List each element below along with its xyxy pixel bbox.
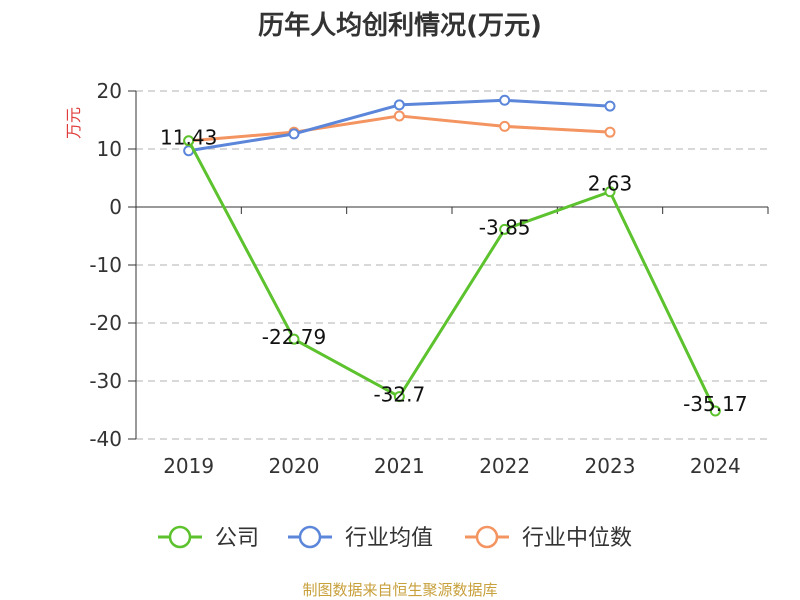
data-point	[604, 126, 616, 138]
data-label: -3.85	[479, 215, 531, 239]
data-point	[709, 405, 721, 417]
data-label: -32.7	[373, 383, 425, 407]
legend-item-0: 公司	[158, 525, 259, 551]
data-point	[393, 99, 405, 111]
y-tick-label: -20	[89, 311, 122, 335]
x-tick-label: 2021	[374, 454, 425, 478]
y-tick-label: 0	[109, 195, 122, 219]
x-tick-label: 2024	[690, 454, 741, 478]
y-tick-label: -40	[89, 427, 122, 451]
series	[183, 94, 721, 417]
x-tick-label: 2022	[479, 454, 530, 478]
y-tick-label: -10	[89, 253, 122, 277]
legend-item-2: 行业中位数	[465, 525, 632, 551]
y-tick-label: 10	[97, 137, 122, 161]
data-point	[393, 110, 405, 122]
series-line-0	[187, 140, 717, 412]
legend-marker-icon	[298, 525, 322, 549]
data-label: -35.17	[683, 392, 747, 416]
legend-marker-icon	[168, 525, 192, 549]
data-point	[604, 186, 616, 198]
legend-label: 行业中位数	[522, 526, 632, 551]
legend-label: 公司	[215, 526, 259, 551]
data-label: 11.43	[160, 126, 217, 150]
data-point	[183, 135, 195, 147]
data-point	[499, 94, 511, 106]
data-label: -22.79	[262, 325, 326, 349]
y-tick-label: 20	[97, 79, 122, 103]
legend: 公司 行业均值 行业中位数	[158, 525, 632, 551]
y-axis-unit-label: 万元	[64, 107, 83, 139]
x-tick-label: 2020	[269, 454, 320, 478]
x-tick-label: 2023	[585, 454, 636, 478]
data-point	[288, 128, 300, 140]
legend-item-1: 行业均值	[288, 525, 433, 551]
data-point	[499, 120, 511, 132]
data-point	[288, 333, 300, 345]
legend-label: 行业均值	[345, 526, 433, 551]
x-tick-label: 2019	[163, 454, 214, 478]
y-tick-label: -30	[89, 369, 122, 393]
data-point	[604, 100, 616, 112]
data-label: 2.63	[588, 172, 633, 196]
data-point	[499, 223, 511, 235]
legend-marker-icon	[475, 525, 499, 549]
data-point	[393, 391, 405, 403]
axes: 20 10 0 -10 -20 -30 -40 2019 2020 2021 2022 2023 202…	[64, 79, 769, 478]
grid-lines	[136, 90, 768, 440]
data-labels: 11.43 -22.79 -32.7 -3.85 2.63 -35.17	[160, 126, 748, 416]
chart-title: 历年人均创利情况(万元)	[258, 10, 542, 41]
source-note: 制图数据来自恒生聚源数据库	[302, 581, 497, 599]
